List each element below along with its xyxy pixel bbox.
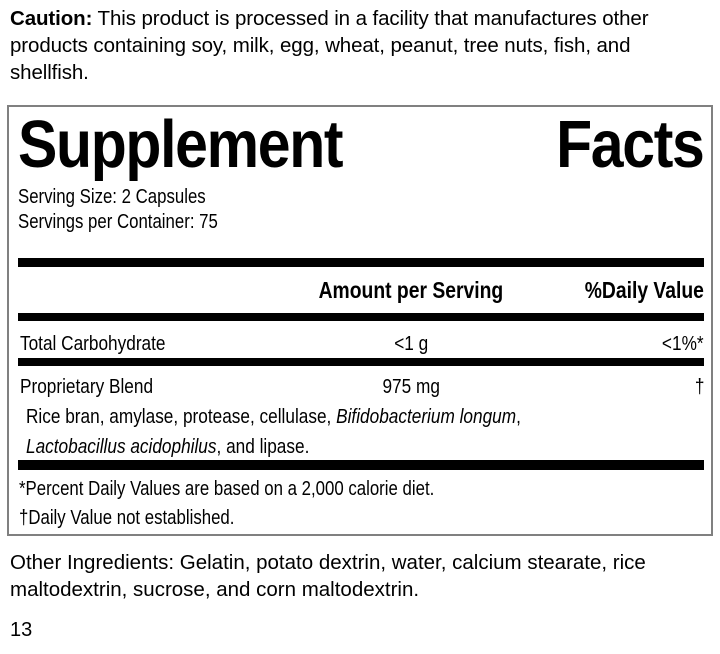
row-amount-total-carbohydrate-value: <1 g	[393, 332, 428, 355]
column-header-amount-label: Amount per Serving	[318, 277, 504, 303]
page-number: 13	[10, 619, 33, 641]
ingredient-text: , and lipase.	[216, 435, 310, 458]
ingredient-species-name: Lactobacillus acidophilus	[26, 435, 217, 458]
ingredient-segments-2: Lactobacillus acidophilus, and lipase.	[26, 432, 309, 462]
footnote-percent-daily-values-text: *Percent Daily Values are based on a 2,0…	[19, 478, 435, 500]
row-name-total-carbohydrate-label: Total Carbohydrate	[20, 332, 166, 355]
serving-size-text: Serving Size: 2 Capsules	[18, 185, 241, 209]
ingredient-list-line-2: Lactobacillus acidophilus, and lipase.	[26, 432, 702, 462]
column-header-amount-per-serving: Amount per Serving	[286, 271, 536, 309]
servings-per-container-text: Servings per Container: 75	[18, 210, 256, 234]
column-header-daily-value-label: %Daily Value	[584, 277, 704, 303]
row-amount-proprietary-blend: 975 mg	[286, 372, 536, 402]
caution-line-1: Caution: This product is processed in a …	[10, 5, 710, 32]
rule-above-header	[18, 258, 704, 267]
supplement-facts-panel: Supplement Facts Serving Size: 2 Capsule…	[7, 105, 713, 536]
ingredient-species-name: Bifidobacterium longum	[336, 405, 517, 428]
column-header-daily-value: %Daily Value	[562, 271, 704, 309]
caution-text-1: This product is processed in a facility …	[92, 7, 649, 30]
row-dv-total-carbohydrate: <1%*	[654, 329, 704, 359]
other-ingredients-line-1: Other Ingredients: Gelatin, potato dextr…	[10, 551, 646, 574]
rule-above-footnotes	[18, 460, 704, 470]
footnote-daily-value-not-established: †Daily Value not established.	[19, 504, 699, 533]
caution-paragraph: Caution: This product is processed in a …	[10, 5, 710, 86]
footnote-daily-value-not-established-text: †Daily Value not established.	[19, 507, 235, 529]
title-word-supplement: Supplement	[18, 107, 344, 182]
footnote-percent-daily-values: *Percent Daily Values are based on a 2,0…	[19, 475, 699, 504]
row-name-proprietary-blend-label: Proprietary Blend	[20, 375, 154, 398]
row-name-proprietary-blend: Proprietary Blend	[20, 372, 178, 402]
supplement-facts-title: Supplement Facts	[18, 107, 706, 182]
rule-below-header	[18, 313, 704, 321]
table-header-row: Amount per Serving %Daily Value	[18, 271, 704, 309]
ingredient-segments-1: Rice bran, amylase, protease, cellulase,…	[26, 402, 521, 432]
caution-line-3: shellfish.	[10, 61, 89, 84]
row-dv-total-carbohydrate-value: <1%*	[662, 332, 704, 355]
row-dv-proprietary-blend: †	[693, 372, 704, 402]
row-dv-proprietary-blend-value: †	[694, 375, 704, 398]
caution-line-2: products containing soy, milk, egg, whea…	[10, 34, 631, 57]
ingredient-text: ,	[516, 405, 521, 428]
row-amount-proprietary-blend-value: 975 mg	[382, 375, 440, 398]
caution-label: Caution:	[10, 7, 93, 30]
ingredient-text: Rice bran, amylase, protease, cellulase,	[26, 405, 337, 428]
row-name-total-carbohydrate: Total Carbohydrate	[20, 329, 193, 359]
other-ingredients-line-2: maltodextrin, sucrose, and corn maltodex…	[10, 578, 420, 601]
ingredient-list-line-1: Rice bran, amylase, protease, cellulase,…	[26, 402, 702, 432]
table-row: Proprietary Blend 975 mg †	[18, 372, 704, 402]
other-ingredients-paragraph: Other Ingredients: Gelatin, potato dextr…	[10, 549, 710, 603]
title-word-facts: Facts	[556, 107, 706, 182]
servings-per-container-value: Servings per Container: 75	[18, 211, 218, 233]
row-amount-total-carbohydrate: <1 g	[286, 329, 536, 359]
table-row: Total Carbohydrate <1 g <1%*	[18, 329, 704, 359]
serving-size-value: Serving Size: 2 Capsules	[18, 186, 206, 208]
rule-above-proprietary-blend	[18, 358, 704, 366]
